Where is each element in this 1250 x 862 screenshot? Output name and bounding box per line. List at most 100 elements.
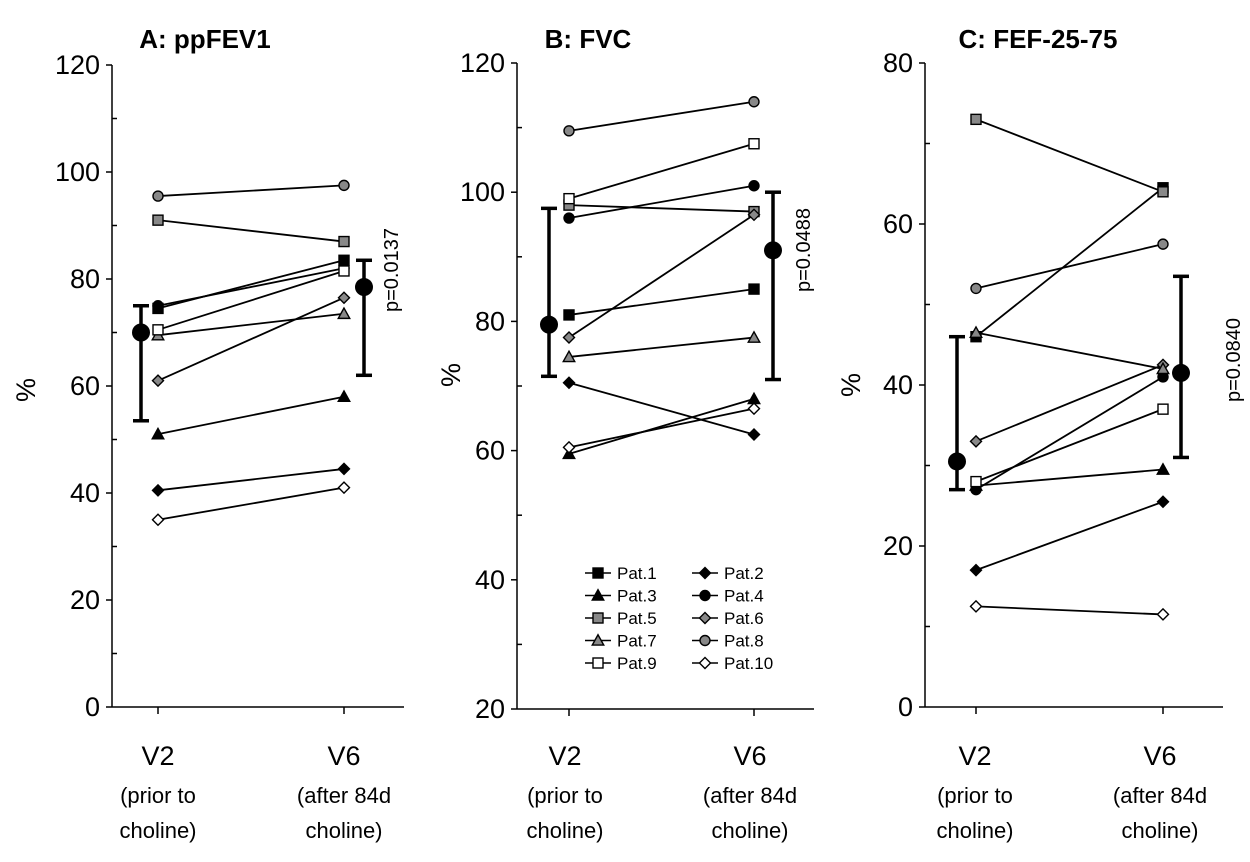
data-point bbox=[152, 324, 164, 336]
data-point bbox=[969, 434, 983, 448]
data-point bbox=[562, 440, 576, 454]
x-tick-sublabel: choline) bbox=[1121, 818, 1198, 843]
series-line-pat8 bbox=[568, 100, 755, 132]
series-line-pat3 bbox=[975, 468, 1164, 487]
series-line-pat10 bbox=[568, 407, 755, 449]
summary-mean-point bbox=[764, 241, 782, 260]
y-tick-label: 100 bbox=[55, 157, 100, 187]
data-point bbox=[748, 138, 760, 150]
y-tick-label: 40 bbox=[475, 565, 505, 595]
data-point bbox=[1156, 607, 1170, 621]
x-tick-sublabel: (prior to bbox=[527, 783, 603, 808]
panel-1: A: ppFEV1 0 20 40 60 80 100 120% V2 (prior to chol… bbox=[11, 24, 404, 843]
data-point bbox=[1157, 238, 1169, 250]
data-point bbox=[969, 599, 983, 613]
series-line-pat2 bbox=[568, 381, 755, 436]
data-point bbox=[337, 481, 351, 495]
legend-marker bbox=[698, 566, 712, 580]
data-point bbox=[337, 389, 351, 402]
data-point bbox=[747, 402, 761, 416]
data-point bbox=[563, 125, 575, 137]
y-tick-label: 100 bbox=[460, 177, 505, 207]
data-point bbox=[970, 113, 982, 126]
series-line-pat7 bbox=[975, 331, 1164, 370]
data-point bbox=[152, 190, 164, 202]
series-line-pat10 bbox=[157, 486, 345, 521]
legend-marker bbox=[699, 634, 711, 647]
data-point bbox=[563, 212, 575, 224]
series-line-pat8 bbox=[975, 243, 1164, 290]
legend-label: Pat.5 bbox=[617, 609, 657, 628]
y-tick-label: 20 bbox=[70, 585, 100, 615]
x-tick-sublabel: (after 84d bbox=[703, 783, 797, 808]
legend-label: Pat.3 bbox=[617, 587, 657, 606]
x-tick-sublabel: choline) bbox=[711, 818, 788, 843]
data-point bbox=[748, 180, 760, 192]
legend-label: Pat.8 bbox=[724, 632, 764, 651]
x-tick-label: V2 bbox=[958, 741, 991, 771]
series-line-pat9 bbox=[975, 408, 1164, 483]
x-tick-label: V6 bbox=[1143, 741, 1176, 771]
series-line-pat4 bbox=[157, 267, 345, 307]
data-point bbox=[151, 483, 165, 497]
y-tick-label: 20 bbox=[475, 694, 505, 724]
panel-3: C: FEF-25-75 0 20 40 60 80% V2 (prior to choline… bbox=[836, 24, 1245, 843]
series-line-pat7 bbox=[568, 336, 755, 358]
data-point bbox=[563, 192, 575, 205]
y-axis-label: % bbox=[836, 373, 866, 397]
legend-label: Pat.2 bbox=[724, 564, 764, 583]
y-tick-label: 40 bbox=[70, 478, 100, 508]
y-tick-label: 80 bbox=[475, 306, 505, 336]
series-line-pat1 bbox=[568, 288, 755, 316]
data-point bbox=[337, 462, 351, 476]
data-point bbox=[151, 513, 165, 527]
series-line-pat5 bbox=[157, 219, 345, 243]
series-line-pat9 bbox=[568, 142, 755, 200]
series-line-pat7 bbox=[157, 312, 345, 337]
legend-label: Pat.10 bbox=[724, 654, 773, 673]
panel-2: B: FVC 20 40 60 80 100 120% V2 (prior to choline)… bbox=[436, 24, 815, 843]
legend-label: Pat.4 bbox=[724, 587, 764, 606]
data-point bbox=[152, 300, 164, 312]
y-tick-label: 40 bbox=[883, 370, 913, 400]
x-tick-sublabel: choline) bbox=[526, 818, 603, 843]
x-tick-sublabel: choline) bbox=[305, 818, 382, 843]
summary-mean-point bbox=[1172, 363, 1190, 382]
data-point bbox=[152, 214, 164, 226]
series-line-pat8 bbox=[157, 184, 345, 197]
series-line-pat3 bbox=[157, 395, 345, 436]
p-value-label: p=0.0137 bbox=[381, 228, 403, 312]
series-line-pat2 bbox=[157, 468, 345, 492]
data-point bbox=[1156, 462, 1170, 475]
summary-mean-point bbox=[355, 278, 373, 297]
data-point bbox=[748, 283, 760, 295]
y-tick-label: 20 bbox=[883, 531, 913, 561]
series-line-pat9 bbox=[157, 270, 345, 331]
data-point bbox=[562, 331, 576, 345]
legend-marker bbox=[591, 633, 605, 646]
p-value-label: p=0.0488 bbox=[793, 208, 815, 292]
p-value-label: p=0.0840 bbox=[1223, 318, 1245, 402]
legend-marker bbox=[699, 589, 711, 602]
data-point bbox=[337, 306, 351, 320]
x-tick-sublabel: (after 84d bbox=[297, 783, 391, 808]
y-axis-label: % bbox=[436, 363, 466, 387]
data-point bbox=[338, 265, 350, 277]
x-tick-label: V2 bbox=[141, 741, 174, 771]
data-point bbox=[747, 427, 761, 441]
panel-title: B: FVC bbox=[545, 24, 632, 54]
data-point bbox=[969, 325, 983, 338]
legend-marker bbox=[592, 567, 604, 579]
x-tick-sublabel: choline) bbox=[119, 818, 196, 843]
series-line-pat3 bbox=[568, 398, 755, 455]
series-line-pat2 bbox=[975, 500, 1164, 571]
data-point bbox=[562, 349, 576, 363]
series-line-pat6 bbox=[568, 214, 755, 339]
y-tick-label: 60 bbox=[70, 371, 100, 401]
series-line-pat5 bbox=[568, 204, 755, 213]
data-point bbox=[1156, 495, 1170, 509]
x-tick-label: V2 bbox=[548, 741, 581, 771]
x-tick-sublabel: (prior to bbox=[120, 783, 196, 808]
data-point bbox=[338, 179, 350, 192]
